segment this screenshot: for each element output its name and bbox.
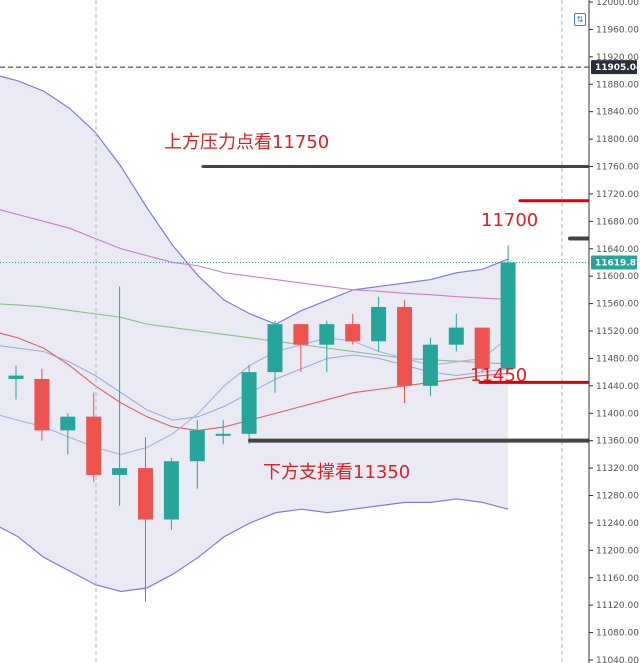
price-ticks: 12000.00 11960.00 11920.00 11880.00 11840.00… (589, 0, 639, 663)
candle-body (189, 430, 205, 462)
candle-body (112, 468, 128, 475)
tick-label: 11400.00 (596, 409, 639, 419)
tick-label: 11760.00 (596, 163, 639, 173)
candle-body (267, 324, 283, 373)
tick-label: 11800.00 (596, 135, 639, 145)
candle-body (448, 327, 464, 345)
candle-body (86, 416, 102, 475)
tick-label: 11440.00 (596, 382, 639, 392)
price-tag-lines (0, 66, 589, 264)
candle-body (319, 324, 335, 345)
target-high-annotation: 11700 (481, 210, 538, 231)
tick-label: 11720.00 (596, 190, 639, 200)
candle-body (241, 372, 257, 434)
tick-label: 11960.00 (596, 25, 639, 35)
support-annotation: 下方支撑看11350 (263, 462, 410, 483)
tick-label: 11920.00 (596, 53, 639, 63)
bollinger-upper-line (0, 75, 509, 325)
bollinger-band (0, 75, 509, 593)
price-tags: 11905.04 11619.87 (591, 60, 640, 270)
scale-settings-icon[interactable]: ⇅ (574, 13, 586, 26)
tick-label: 11320.00 (596, 464, 639, 474)
candle-body (34, 378, 50, 431)
drawn-levels (201, 165, 592, 443)
price-tag-label: 11905.04 (595, 63, 640, 73)
tick-label: 11600.00 (596, 272, 639, 282)
price-tag-label: 11619.87 (595, 259, 640, 269)
candle-body (163, 461, 179, 520)
tick-label: 11560.00 (596, 300, 639, 310)
candle-body (8, 375, 24, 379)
tick-label: 11120.00 (596, 601, 639, 611)
moving-average-line-2 (0, 303, 509, 365)
tick-label: 11520.00 (596, 327, 639, 337)
candle-body (293, 324, 309, 345)
tick-label: 11360.00 (596, 437, 639, 447)
tick-label: 11880.00 (596, 80, 639, 90)
moving-average-line-4 (0, 337, 509, 455)
tick-label: 11680.00 (596, 217, 639, 227)
tick-label: 11080.00 (596, 629, 639, 639)
candle-body (422, 344, 438, 386)
price-axis-background (589, 0, 640, 663)
resistance-annotation: 上方压力点看11750 (164, 132, 329, 153)
candle-body (215, 433, 231, 436)
tick-label: 12000.00 (596, 0, 639, 8)
grid-lines (95, 0, 563, 663)
candle-body (500, 262, 516, 369)
tick-label: 11280.00 (596, 492, 639, 502)
price-tag-box (591, 255, 637, 270)
tick-label: 11640.00 (596, 245, 639, 255)
target-low-annotation: 11450 (470, 365, 527, 386)
candle-body (474, 327, 490, 369)
price-axis[interactable] (588, 0, 640, 663)
bollinger-fill (0, 76, 509, 592)
moving-average-line-1 (0, 209, 509, 301)
candle-body (397, 307, 412, 386)
candle-body (138, 468, 153, 520)
bollinger-lower-line (0, 498, 509, 593)
tick-label: 11240.00 (596, 519, 639, 529)
price-tag-box (591, 60, 637, 75)
candle-body (60, 416, 76, 431)
tick-label: 11840.00 (596, 108, 639, 118)
candle-body (371, 307, 387, 342)
candle-body (345, 324, 361, 342)
tick-label: 11480.00 (596, 354, 639, 364)
tick-label: 11160.00 (596, 574, 639, 584)
candles (8, 245, 516, 602)
annotations: 上方压力点看11750 11700 11450 下方支撑看11350 (164, 132, 538, 483)
tick-label: 11040.00 (596, 656, 639, 663)
tick-label: 11200.00 (596, 546, 639, 556)
